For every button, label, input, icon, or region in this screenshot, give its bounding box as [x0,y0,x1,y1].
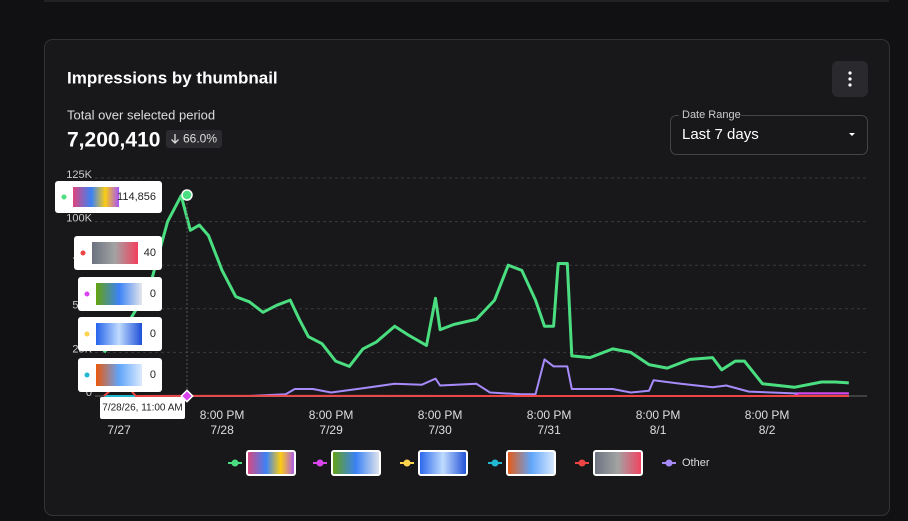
series-line [102,194,849,389]
x-tick-label: 7/31 [537,423,561,437]
series-line [104,358,849,397]
legend-thumbnail [418,450,468,476]
x-tick-label: 7/28 [210,423,234,437]
legend-item[interactable]: Other [662,457,710,469]
legend-marker [578,459,586,467]
summary-value: 7,200,410 [67,129,160,152]
legend-item[interactable] [400,450,468,476]
date-range-select[interactable] [670,115,868,155]
x-tick-label: 8/2 [759,423,776,437]
x-tick-time: 8:00 PM [636,408,681,422]
tooltip-value: 0 [150,328,156,340]
tooltip-dot [84,331,90,337]
x-tick-label: 7/27 [107,423,131,437]
legend-marker [231,459,239,467]
tooltip-thumbnail [73,187,119,207]
tooltip-dot [84,372,90,378]
legend-item[interactable] [228,450,296,476]
menu-icon [848,71,852,87]
tooltip-value: 0 [150,369,156,381]
tooltip-dot [80,250,86,256]
x-tick-label: 7/30 [428,423,452,437]
legend-thumbnail [506,450,556,476]
y-tick-label: 125K [66,169,92,181]
dropdown-caret [849,133,855,136]
legend-item[interactable] [575,450,643,476]
x-tick-time: 8:00 PM [745,408,790,422]
hover-point [180,389,194,403]
tooltip-value: 114,856 [117,191,156,203]
y-tick-label: 0 [86,387,92,399]
change-badge [166,130,222,148]
tooltip-dot [84,291,90,297]
x-tick-time: 8:00 PM [309,408,354,422]
legend-thumbnail [593,450,643,476]
legend-thumbnail [246,450,296,476]
summary-label: Total over selected period [67,107,215,122]
y-tick-label: 100K [66,213,92,225]
legend-label: Other [682,457,710,469]
tooltip-time: 7/28/26, 11:00 AM [102,403,182,414]
down-arrow [171,134,179,144]
x-tick-time: 8:00 PM [527,408,572,422]
x-tick-time: 8:00 PM [418,408,463,422]
date-range-label: Date Range [682,109,741,121]
tooltip-thumbnail [92,242,138,264]
tooltip-value: 40 [144,247,156,259]
x-tick-label: 7/29 [319,423,343,437]
tooltip-value: 0 [150,288,156,300]
date-range-value: Last 7 days [682,126,759,143]
legend-marker [491,459,499,467]
card-title: Impressions by thumbnail [67,68,278,87]
x-tick-time: 8:00 PM [200,408,245,422]
hover-point [181,189,193,201]
label-gap [679,110,741,120]
tooltip-dot [61,194,67,200]
tooltip-thumbnail [96,283,142,305]
x-tick-label: 8/1 [650,423,667,437]
legend-item[interactable] [488,450,556,476]
legend-marker [665,459,673,467]
tooltip-thumbnail [96,323,142,345]
tooltip-time-box [100,397,185,419]
legend-marker [316,459,324,467]
legend-marker [403,459,411,467]
tooltip-thumbnail [96,364,142,386]
legend-thumbnail [331,450,381,476]
change-value: 66.0% [183,132,217,146]
legend-item[interactable] [313,450,381,476]
